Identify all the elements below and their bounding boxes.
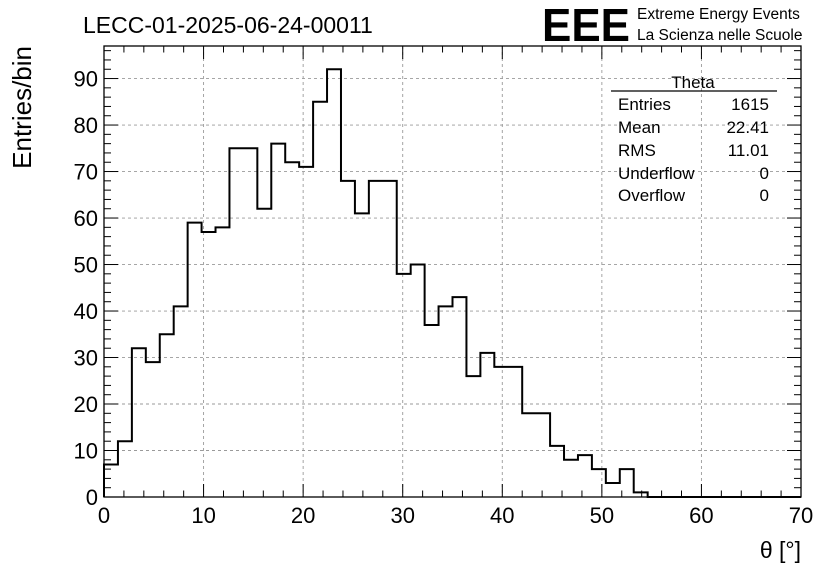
x-axis-label: θ [°] <box>760 537 801 563</box>
stats-value-overflow: 0 <box>760 186 769 205</box>
y-tick-label: 60 <box>74 206 98 231</box>
stats-label-mean: Mean <box>618 118 661 137</box>
eee-logo-line1: Extreme Energy Events <box>637 6 800 23</box>
x-tick-label: 50 <box>590 503 614 528</box>
y-tick-label: 70 <box>74 160 98 185</box>
stats-value-entries: 1615 <box>731 95 769 114</box>
eee-logo-mark: EEE <box>542 0 630 51</box>
x-tick-labels: 0 10 20 30 40 50 60 70 <box>98 503 813 528</box>
y-tick-label: 10 <box>74 439 98 464</box>
stats-box-title: Theta <box>671 73 715 92</box>
stats-label-entries: Entries <box>618 95 671 114</box>
y-tick-label: 80 <box>74 113 98 138</box>
eee-logo: EEE Extreme Energy Events La Scienza nel… <box>542 0 802 51</box>
histogram-outline <box>103 68 801 498</box>
y-axis-label: Entries/bin <box>7 46 37 169</box>
stats-box: Theta Entries 1615 Mean 22.41 RMS 11.01 … <box>611 73 777 205</box>
y-tick-label: 40 <box>74 299 98 324</box>
x-tick-label: 10 <box>191 503 215 528</box>
stats-label-underflow: Underflow <box>618 164 695 183</box>
stats-label-overflow: Overflow <box>618 186 686 205</box>
axis-ticks <box>103 46 802 498</box>
grid-lines <box>104 46 801 497</box>
y-tick-label: 20 <box>74 392 98 417</box>
plot-frame <box>103 45 802 498</box>
stats-value-rms: 11.01 <box>728 141 769 160</box>
y-tick-labels: 0 10 20 30 40 50 60 70 80 90 <box>74 67 98 510</box>
x-tick-label: 40 <box>490 503 514 528</box>
stats-value-underflow: 0 <box>760 164 769 183</box>
y-tick-label: 50 <box>74 253 98 278</box>
x-tick-label: 70 <box>789 503 813 528</box>
chart-title: LECC-01-2025-06-24-00011 <box>83 12 373 38</box>
x-tick-label: 30 <box>390 503 414 528</box>
x-tick-label: 60 <box>689 503 713 528</box>
y-tick-label: 90 <box>74 67 98 92</box>
eee-logo-line2: La Scienza nelle Scuole <box>637 27 802 44</box>
y-tick-label: 30 <box>74 346 98 371</box>
stats-label-rms: RMS <box>618 141 656 160</box>
x-tick-label: 0 <box>98 503 110 528</box>
stats-value-mean: 22.41 <box>726 118 769 137</box>
y-tick-label: 0 <box>86 485 98 510</box>
x-tick-label: 20 <box>291 503 315 528</box>
